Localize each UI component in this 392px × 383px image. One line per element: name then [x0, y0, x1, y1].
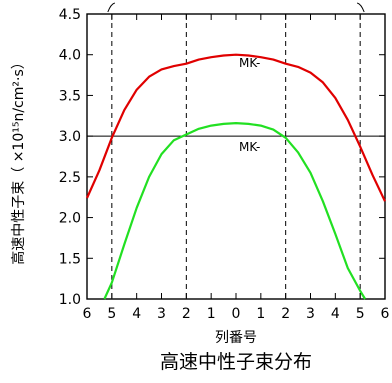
x-tick-label-10: 4 — [331, 306, 340, 322]
y-tick-label-6: 4.0 — [59, 48, 81, 64]
x-tick-label-0: 6 — [83, 306, 92, 322]
y-axis-label: 高速中性子束（ ×10¹⁵n/cm²·s） — [10, 55, 27, 265]
x-tick-label-2: 4 — [132, 306, 141, 322]
y-tick-label-4: 3.0 — [59, 129, 81, 145]
plot-area — [86, 13, 386, 300]
x-tick-label-4: 2 — [182, 306, 191, 322]
y-tick-label-0: 1.0 — [59, 292, 81, 308]
x-tick-label-9: 3 — [306, 306, 315, 322]
x-tick-label-11: 5 — [356, 306, 365, 322]
x-tick-label-7: 1 — [256, 306, 265, 322]
x-tick-label-5: 1 — [207, 306, 216, 322]
decorations — [107, 2, 365, 13]
series-label-1: MK- — [239, 140, 260, 154]
x-tick-label-6: 0 — [232, 306, 241, 322]
x-tick-label-3: 3 — [157, 306, 166, 322]
chart-title: 高速中性子束分布 — [160, 351, 312, 373]
boundary-lines — [111, 14, 361, 299]
y-tick-label-1: 1.5 — [59, 251, 81, 267]
x-axis-label: 列番号 — [215, 330, 257, 346]
y-tick-label-5: 3.5 — [59, 88, 81, 104]
y-axis: 1.0 1.5 2.0 2.5 3.0 3.5 4.0 4.5 — [59, 7, 385, 308]
x-tick-label-1: 5 — [107, 306, 116, 322]
series-labels: MK- MK- — [239, 56, 260, 154]
plot-frame — [86, 13, 386, 300]
series-label-0: MK- — [239, 56, 260, 70]
y-tick-label-2: 2.0 — [59, 211, 81, 227]
series-line-1 — [103, 122, 367, 300]
series-group — [85, 53, 386, 300]
y-tick-label-7: 4.5 — [59, 7, 81, 23]
series-line-0 — [85, 53, 386, 202]
x-tick-label-12: 6 — [381, 306, 390, 322]
top-arc-right — [357, 2, 365, 13]
top-arc-left — [107, 2, 115, 13]
y-tick-label-3: 2.5 — [59, 170, 81, 186]
x-tick-label-8: 2 — [281, 306, 290, 322]
